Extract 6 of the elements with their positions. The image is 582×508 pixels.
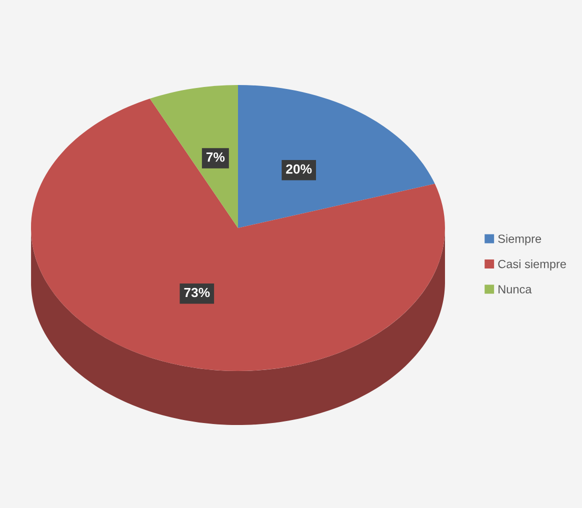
data-label: 73% — [184, 288, 210, 298]
legend-label: Siempre — [498, 234, 542, 246]
data-label: 7% — [206, 152, 225, 162]
data-label: 20% — [286, 164, 312, 174]
legend-label: Casi siempre — [498, 260, 566, 271]
legend-label: Nunca — [498, 285, 532, 294]
